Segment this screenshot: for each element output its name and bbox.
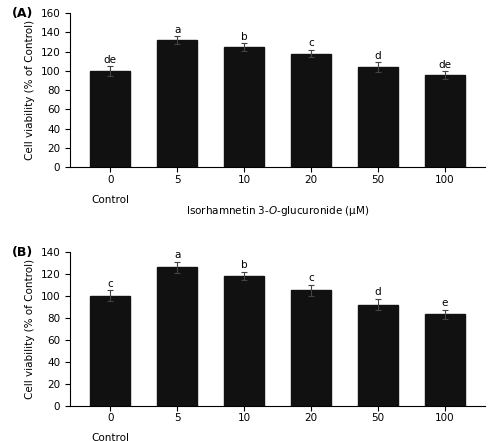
Bar: [291, 54, 331, 167]
Text: de: de: [438, 60, 452, 70]
Bar: [157, 267, 197, 406]
X-axis label: Isorhamnetin 3-$\it{O}$-glucuronide (μM): Isorhamnetin 3-$\it{O}$-glucuronide (μM): [186, 204, 370, 218]
Text: Control: Control: [91, 195, 129, 205]
Text: c: c: [108, 279, 113, 288]
Text: c: c: [308, 273, 314, 283]
Bar: [425, 314, 465, 406]
Text: c: c: [308, 38, 314, 49]
Text: d: d: [374, 51, 381, 61]
Bar: [425, 75, 465, 167]
Text: a: a: [174, 25, 180, 35]
Bar: [358, 305, 398, 406]
Bar: [291, 290, 331, 406]
Bar: [358, 67, 398, 167]
Text: b: b: [240, 260, 248, 270]
Text: de: de: [104, 55, 117, 65]
Text: d: d: [374, 288, 381, 297]
Text: e: e: [442, 299, 448, 308]
Text: b: b: [240, 32, 248, 41]
Bar: [90, 296, 130, 406]
Bar: [224, 276, 264, 406]
Text: Control: Control: [91, 434, 129, 441]
Y-axis label: Cell viability (% of Control): Cell viability (% of Control): [25, 259, 35, 399]
Bar: [157, 40, 197, 167]
Y-axis label: Cell viability (% of Control): Cell viability (% of Control): [25, 20, 35, 160]
Text: (B): (B): [12, 246, 33, 258]
Text: (A): (A): [12, 7, 34, 20]
Text: a: a: [174, 250, 180, 260]
Bar: [90, 71, 130, 167]
Bar: [224, 47, 264, 167]
